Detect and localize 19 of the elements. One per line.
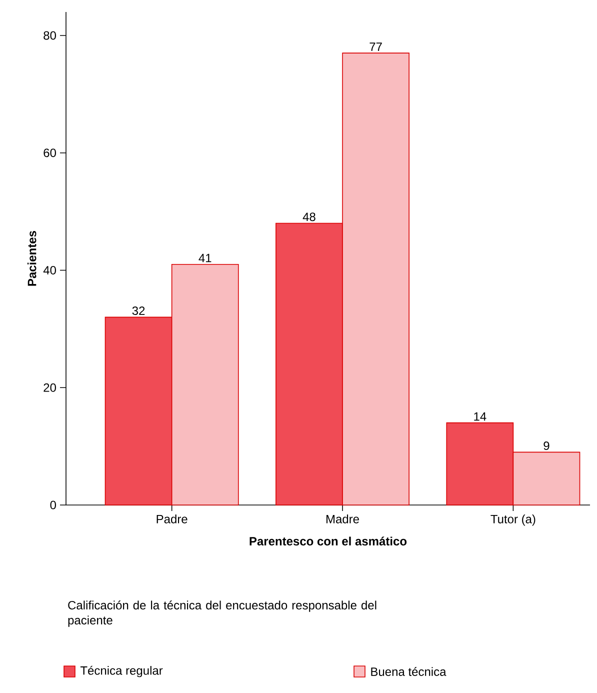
data-label: 41 xyxy=(198,254,212,262)
y-tick-label: 20 xyxy=(44,383,56,392)
legend-label: Técnica regular xyxy=(80,666,163,678)
y-tick-label: 60 xyxy=(44,148,56,158)
y-tick-label: 0 xyxy=(50,500,56,510)
y-axis-title: Pacientes xyxy=(27,230,36,286)
legend-title: Calificación de la técnica del encuestado responsable del paciente xyxy=(68,600,376,627)
legend-label: Buena técnica xyxy=(371,667,446,676)
data-label: 32 xyxy=(132,306,145,315)
x-tick-label: Madre xyxy=(326,514,359,524)
x-axis-title: Parentesco con el asmático xyxy=(250,536,407,546)
y-tick-label: 40 xyxy=(43,266,56,274)
x-tick-label: Padre xyxy=(156,514,188,524)
data-label: 14 xyxy=(474,412,486,421)
data-label: 9 xyxy=(544,441,550,450)
x-tick-label: Tutor (a) xyxy=(490,514,536,526)
data-label: 48 xyxy=(302,212,316,222)
y-tick-label: 80 xyxy=(44,31,56,40)
data-label: 77 xyxy=(370,42,382,51)
